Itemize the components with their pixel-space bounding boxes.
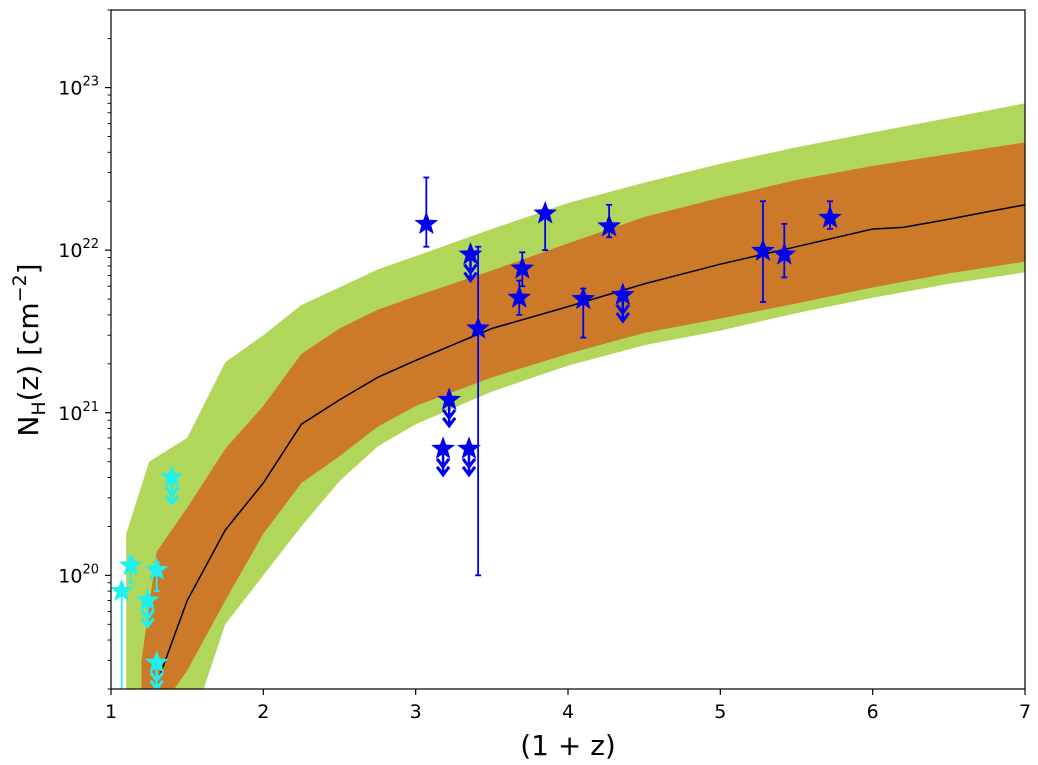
data-point [571, 286, 596, 339]
star-marker [533, 201, 557, 224]
y-tick-label: 1021 [58, 400, 99, 425]
data-point [414, 176, 439, 248]
data-point [611, 282, 635, 324]
data-point [458, 242, 483, 284]
median-line [154, 204, 1025, 689]
x-tick-label: 2 [257, 701, 269, 723]
data-point [431, 436, 455, 478]
star-marker [510, 256, 535, 279]
star-marker [458, 242, 483, 265]
upper-limit-arrowhead [461, 457, 477, 470]
y-axis-label-sup: −2 [9, 274, 31, 302]
y-tick-label-exponent: 20 [82, 562, 99, 577]
star-marker [414, 211, 439, 234]
data-point [457, 436, 481, 478]
star-marker [772, 242, 797, 265]
y-axis-label: NH(z) [cm−2] [9, 263, 50, 436]
upper-limit-arrowhead [140, 609, 155, 622]
y-tick-label: 1022 [58, 237, 99, 262]
marks-layer [111, 176, 842, 689]
x-tick-label: 7 [1019, 701, 1031, 723]
y-axis-label-end: ] [12, 263, 45, 274]
data-point [510, 251, 535, 288]
data-point [751, 200, 775, 303]
y-axis-label-rest: (z) [cm [12, 302, 45, 401]
data-point [533, 201, 557, 252]
upper-limit-arrowhead [441, 408, 457, 421]
upper-limit-arrowhead [435, 465, 451, 478]
upper-limit-arrowhead [140, 617, 155, 630]
data-point [818, 200, 842, 230]
y-tick-label-exponent: 22 [82, 237, 99, 252]
star-marker [571, 286, 596, 310]
data-point [111, 578, 134, 689]
star-marker [611, 282, 635, 306]
y-tick-label-exponent: 23 [82, 75, 99, 90]
inner-band [141, 142, 1025, 689]
y-tick-label-base: 10 [58, 78, 82, 100]
data-point [160, 465, 184, 506]
star-marker [507, 285, 532, 308]
upper-limit-arrowhead [435, 457, 451, 470]
x-tick-label: 1 [105, 701, 117, 723]
data-point [507, 279, 532, 316]
y-tick-label-base: 10 [58, 240, 82, 262]
upper-limit-arrowhead [164, 494, 180, 506]
data-point [437, 387, 462, 429]
star-marker [111, 578, 134, 602]
star-marker [431, 436, 455, 459]
y-tick-label-base: 10 [58, 565, 82, 587]
data-point [144, 557, 169, 593]
star-marker [160, 465, 184, 488]
data-point [597, 203, 621, 239]
x-tick-label: 6 [867, 701, 879, 723]
upper-limit-arrowhead [615, 312, 631, 324]
y-tick-label: 1023 [58, 75, 99, 100]
star-marker [118, 553, 143, 576]
upper-limit-arrowhead [615, 304, 631, 316]
star-marker [457, 436, 481, 459]
star-marker [144, 557, 169, 580]
data-point [118, 553, 143, 584]
star-marker [818, 205, 842, 228]
data-point [466, 245, 490, 577]
y-axis-label-main: N [12, 416, 45, 437]
x-tick-label: 5 [714, 701, 726, 723]
y-axis-label-sub: H [28, 401, 50, 415]
bands-layer [126, 103, 1025, 689]
x-tick-label: 3 [410, 701, 422, 723]
upper-limit-arrowhead [164, 486, 180, 498]
upper-limit-arrowhead [149, 671, 164, 684]
star-marker [597, 213, 621, 237]
upper-limit-arrowhead [463, 263, 478, 276]
star-marker [135, 588, 160, 611]
x-axis-label: (1 + z) [520, 729, 616, 762]
star-marker [144, 650, 169, 673]
y-tick-label: 1020 [58, 562, 99, 587]
upper-limit-arrowhead [461, 465, 477, 478]
star-marker [437, 387, 462, 410]
upper-limit-arrowhead [441, 416, 457, 429]
star-marker [751, 238, 775, 261]
upper-limit-arrowhead [463, 271, 478, 284]
x-tick-label: 4 [562, 701, 574, 723]
data-point [135, 588, 160, 630]
y-tick-label-exponent: 21 [82, 400, 99, 415]
data-point [772, 223, 797, 279]
star-marker [466, 316, 490, 339]
y-tick-label-base: 10 [58, 403, 82, 425]
